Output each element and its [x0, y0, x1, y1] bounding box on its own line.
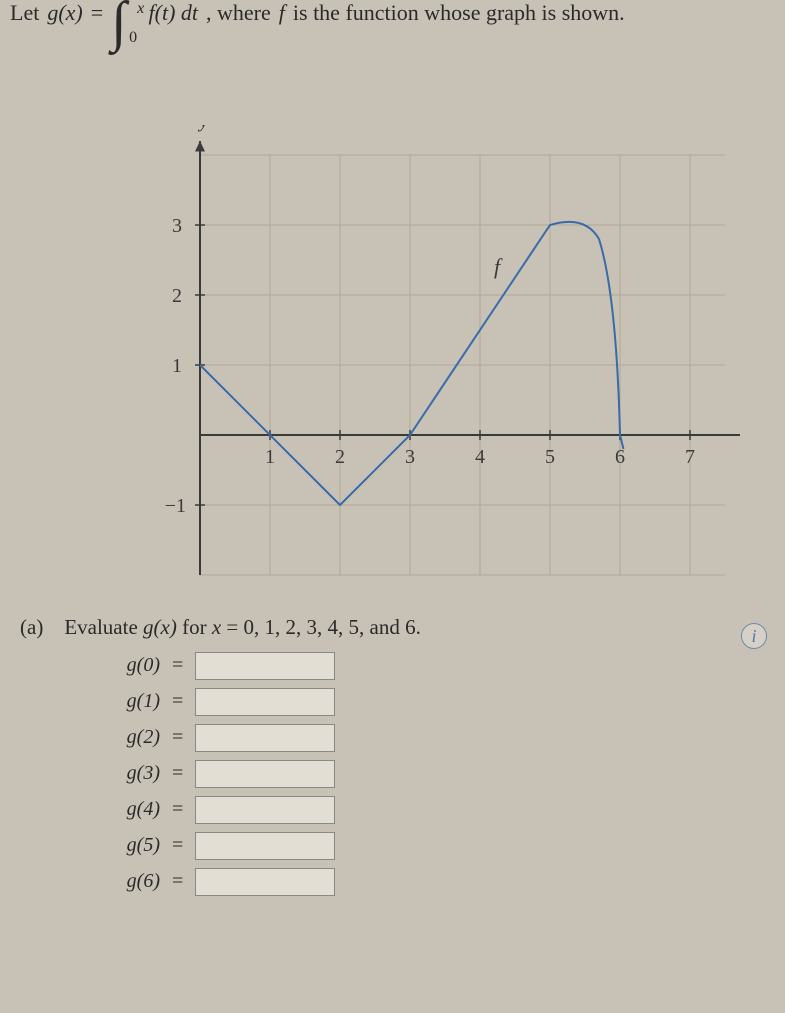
- answer-row: g(3) =: [90, 760, 775, 788]
- answer-row: g(4) =: [90, 796, 775, 824]
- equals-sign: =: [172, 798, 183, 821]
- answer-input[interactable]: [195, 796, 335, 824]
- q-text3: = 0, 1, 2, 3, 4, 5, and 6.: [221, 615, 421, 639]
- svg-text:−1: −1: [165, 495, 186, 517]
- integral: ∫ x 0: [111, 0, 126, 45]
- integral-sign: ∫: [111, 0, 126, 45]
- answer-input[interactable]: [195, 760, 335, 788]
- equals-sign: =: [172, 762, 183, 785]
- q-gx: g(x): [143, 615, 177, 639]
- answer-row: g(1) =: [90, 688, 775, 716]
- svg-text:1: 1: [265, 446, 275, 468]
- f-var: f: [279, 0, 285, 26]
- svg-text:2: 2: [172, 285, 182, 307]
- equals-sign: =: [172, 654, 183, 677]
- answer-row: g(2) =: [90, 724, 775, 752]
- svg-text:f: f: [494, 254, 503, 279]
- integrand: f(t) dt: [149, 0, 199, 26]
- equals-sign: =: [172, 870, 183, 893]
- info-icon-glyph: i: [751, 626, 756, 647]
- function-graph: 1234567123−1ytf: [120, 125, 740, 585]
- svg-text:3: 3: [405, 446, 415, 468]
- svg-text:3: 3: [172, 215, 182, 237]
- answer-label: g(4): [90, 798, 160, 821]
- svg-text:4: 4: [475, 446, 485, 468]
- answer-label: g(1): [90, 690, 160, 713]
- answer-input[interactable]: [195, 832, 335, 860]
- chart-container: 1234567123−1ytf: [120, 125, 740, 585]
- answer-input[interactable]: [195, 724, 335, 752]
- q-xvar: x: [212, 615, 221, 639]
- gx-symbol: g(x): [47, 0, 82, 26]
- answer-label: g(0): [90, 654, 160, 677]
- answer-row: g(0) =: [90, 652, 775, 680]
- part-label: (a): [20, 615, 43, 639]
- equals-sign: =: [172, 726, 183, 749]
- answer-label: g(3): [90, 762, 160, 785]
- equals: =: [91, 0, 103, 26]
- answer-row: g(5) =: [90, 832, 775, 860]
- problem-prefix: Let: [10, 0, 39, 26]
- svg-text:7: 7: [685, 446, 695, 468]
- q-text2: for: [177, 615, 212, 639]
- q-text1: Evaluate: [64, 615, 143, 639]
- svg-text:2: 2: [335, 446, 345, 468]
- svg-text:6: 6: [615, 446, 625, 468]
- problem-statement: Let g(x) = ∫ x 0 f(t) dt , where f is th…: [10, 0, 775, 45]
- answer-label: g(6): [90, 870, 160, 893]
- integral-upper: x: [137, 0, 144, 18]
- question-a: (a) Evaluate g(x) for x = 0, 1, 2, 3, 4,…: [20, 615, 775, 640]
- equals-sign: =: [172, 690, 183, 713]
- svg-text:1: 1: [172, 355, 182, 377]
- answer-row: g(6) =: [90, 868, 775, 896]
- answer-input[interactable]: [195, 652, 335, 680]
- answer-label: g(5): [90, 834, 160, 857]
- problem-suffix2: is the function whose graph is shown.: [293, 0, 625, 26]
- svg-text:y: y: [198, 125, 209, 132]
- answer-input[interactable]: [195, 688, 335, 716]
- answers-list: g(0) = g(1) = g(2) = g(3) = g(4) = g(5) = g(6) =: [90, 652, 775, 896]
- answer-input[interactable]: [195, 868, 335, 896]
- svg-text:5: 5: [545, 446, 555, 468]
- answer-label: g(2): [90, 726, 160, 749]
- problem-suffix: , where: [206, 0, 271, 26]
- info-icon[interactable]: i: [741, 623, 767, 649]
- equals-sign: =: [172, 834, 183, 857]
- integral-lower: 0: [129, 29, 137, 47]
